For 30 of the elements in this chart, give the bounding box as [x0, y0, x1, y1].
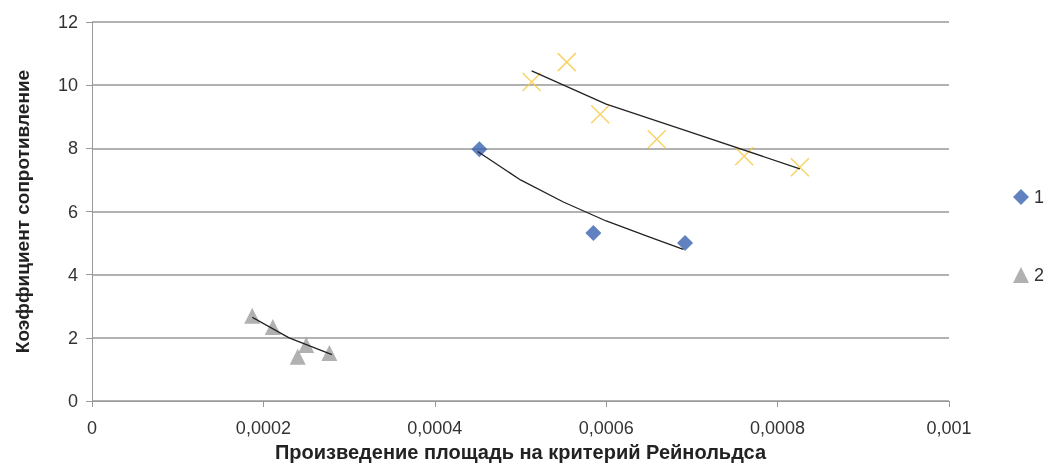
point — [734, 146, 754, 166]
x-axis-title: Произведение площадь на критерий Рейнольдса — [274, 440, 767, 463]
point — [289, 348, 306, 365]
y-tick-label: 10 — [57, 75, 78, 96]
point — [790, 157, 810, 178]
point — [647, 129, 667, 149]
point — [557, 52, 577, 72]
x-tick-label: 0,0008 — [750, 418, 806, 438]
point — [585, 224, 602, 241]
y-tick-label: 8 — [67, 138, 78, 159]
point — [321, 344, 338, 361]
y-tick-label: 12 — [57, 12, 78, 32]
y-axis-title: Коэффициент сопротивление — [12, 69, 33, 354]
legend-label: 1 — [1033, 187, 1044, 207]
x-tick-label: 0,0002 — [235, 418, 291, 438]
x-tick-label: 0,0004 — [407, 418, 463, 438]
y-tick-label: 0 — [67, 391, 78, 411]
line-series — [530, 70, 801, 170]
point — [677, 235, 694, 252]
point — [521, 72, 542, 92]
x-tick-label: 0,001 — [926, 418, 972, 438]
y-tick-label: 6 — [67, 201, 78, 222]
y-tick-label: 2 — [67, 327, 78, 348]
point — [244, 307, 261, 324]
point — [590, 104, 610, 124]
point — [471, 141, 488, 158]
x-tick-label: 0,0006 — [578, 418, 634, 438]
legend-label: 2 — [1033, 265, 1044, 285]
y-tick-label: 4 — [67, 264, 78, 285]
x-tick-label: 0 — [86, 418, 98, 438]
